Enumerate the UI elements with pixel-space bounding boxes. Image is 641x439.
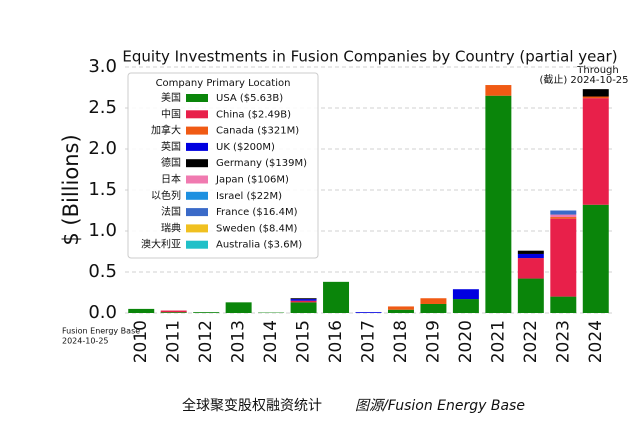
legend-local-name: 中国	[161, 107, 181, 120]
legend-swatch	[186, 240, 208, 249]
bar-segment	[355, 312, 382, 313]
x-tick-label: 2010	[131, 320, 151, 363]
bar-segment	[582, 89, 609, 97]
bar-segment	[517, 258, 544, 279]
x-tick-label: 2011	[164, 320, 184, 363]
legend-local-name: 以色列	[151, 189, 181, 202]
y-tick-label: 1.0	[88, 220, 117, 241]
x-tick-label: 2013	[229, 320, 249, 363]
y-tick-label: 0.0	[88, 302, 117, 323]
bar-segment	[323, 281, 350, 313]
bar-segment	[387, 309, 414, 313]
legend-label: Australia ($3.6M)	[216, 240, 302, 251]
bar-segment	[550, 217, 577, 219]
bar-segment	[517, 278, 544, 313]
bar-segment	[160, 312, 187, 313]
y-tick-label: 2.5	[88, 97, 117, 118]
legend-local-name: 瑞典	[161, 221, 181, 234]
legend-swatch	[186, 208, 208, 217]
y-tick-label: 2.0	[88, 138, 117, 159]
bar-segment	[550, 218, 577, 297]
legend-label: France ($16.4M)	[216, 207, 298, 218]
y-tick-label: 3.0	[88, 56, 117, 77]
bar-segment	[517, 250, 544, 254]
legend-swatch	[186, 94, 208, 102]
bar-segment	[193, 312, 220, 313]
bar-segment	[290, 302, 317, 313]
bar-segment	[452, 289, 479, 300]
caption: 全球聚变股权融资统计	[182, 397, 322, 414]
x-tick-label: 2019	[423, 320, 443, 363]
legend-local-name: 美国	[161, 91, 181, 104]
x-tick-label: 2020	[456, 320, 476, 363]
x-tick-label: 2012	[196, 320, 216, 363]
bar-segment	[582, 98, 609, 205]
x-tick-label: 2023	[553, 320, 573, 363]
bar-segment	[485, 85, 512, 96]
source: 2024-10-25	[62, 337, 109, 346]
annotation: (截止) 2024-10-25	[539, 73, 628, 86]
legend-box	[127, 72, 319, 259]
legend-label: Germany ($139M)	[216, 158, 307, 169]
legend-swatch	[186, 191, 208, 200]
bar-segment	[517, 253, 544, 259]
source: Fusion Energy Base	[62, 327, 140, 336]
bar-segment	[420, 303, 447, 313]
legend-label: Japan ($106M)	[215, 175, 289, 186]
legend-swatch	[186, 126, 208, 135]
bar-segment	[550, 210, 577, 215]
y-tick-label: 0.5	[88, 261, 117, 282]
legend-local-name: 加拿大	[151, 124, 181, 137]
x-tick-label: 2018	[391, 320, 411, 363]
legend-label: China ($2.49B)	[216, 109, 291, 120]
x-tick-label: 2021	[488, 320, 508, 363]
legend-label: UK ($200M)	[216, 142, 275, 153]
y-tick-label: 1.5	[88, 179, 117, 200]
legend-local-name: 法国	[161, 205, 181, 218]
x-tick-label: 2015	[294, 320, 314, 363]
x-tick-label: 2022	[521, 320, 541, 363]
bar-segment	[485, 95, 512, 313]
bar-segment	[387, 306, 414, 310]
bar-segment	[225, 302, 252, 313]
bar-segment	[582, 96, 609, 99]
caption-credit: 图源/Fusion Energy Base	[355, 398, 525, 414]
legend-label: Israel ($22M)	[216, 191, 282, 202]
legend-swatch	[186, 175, 208, 184]
legend-local-name: 日本	[161, 173, 181, 186]
bar-segment	[452, 299, 479, 313]
bar-segment	[582, 204, 609, 313]
bar-segment	[290, 300, 317, 303]
legend-local-name: 英国	[161, 140, 181, 153]
chart-title: Equity Investments in Fusion Companies b…	[122, 48, 617, 66]
legend-local-name: 德国	[161, 156, 181, 169]
x-tick-label: 2016	[326, 320, 346, 363]
legend-local-name: 澳大利亚	[141, 238, 181, 251]
x-tick-label: 2024	[586, 320, 606, 363]
x-tick-label: 2017	[359, 320, 379, 363]
legend-swatch	[186, 224, 208, 233]
legend-label: USA ($5.63B)	[216, 93, 283, 104]
x-tick-label: 2014	[261, 320, 281, 363]
bar-segment	[290, 299, 317, 301]
legend-label: Canada ($321M)	[216, 126, 299, 137]
bar-segment	[550, 296, 577, 313]
bar-segment	[550, 214, 577, 218]
legend-swatch	[186, 159, 208, 168]
legend-label: Sweden ($8.4M)	[216, 223, 297, 234]
y-axis-label: $ (Billions)	[59, 134, 83, 245]
legend-swatch	[186, 110, 208, 119]
bar-segment	[290, 298, 317, 300]
legend-title: Company Primary Location	[156, 78, 291, 89]
annotation: Through	[576, 65, 618, 76]
bar-segment	[128, 308, 155, 313]
bar-segment	[160, 310, 187, 313]
legend-swatch	[186, 142, 208, 151]
bar-segment	[420, 298, 447, 304]
